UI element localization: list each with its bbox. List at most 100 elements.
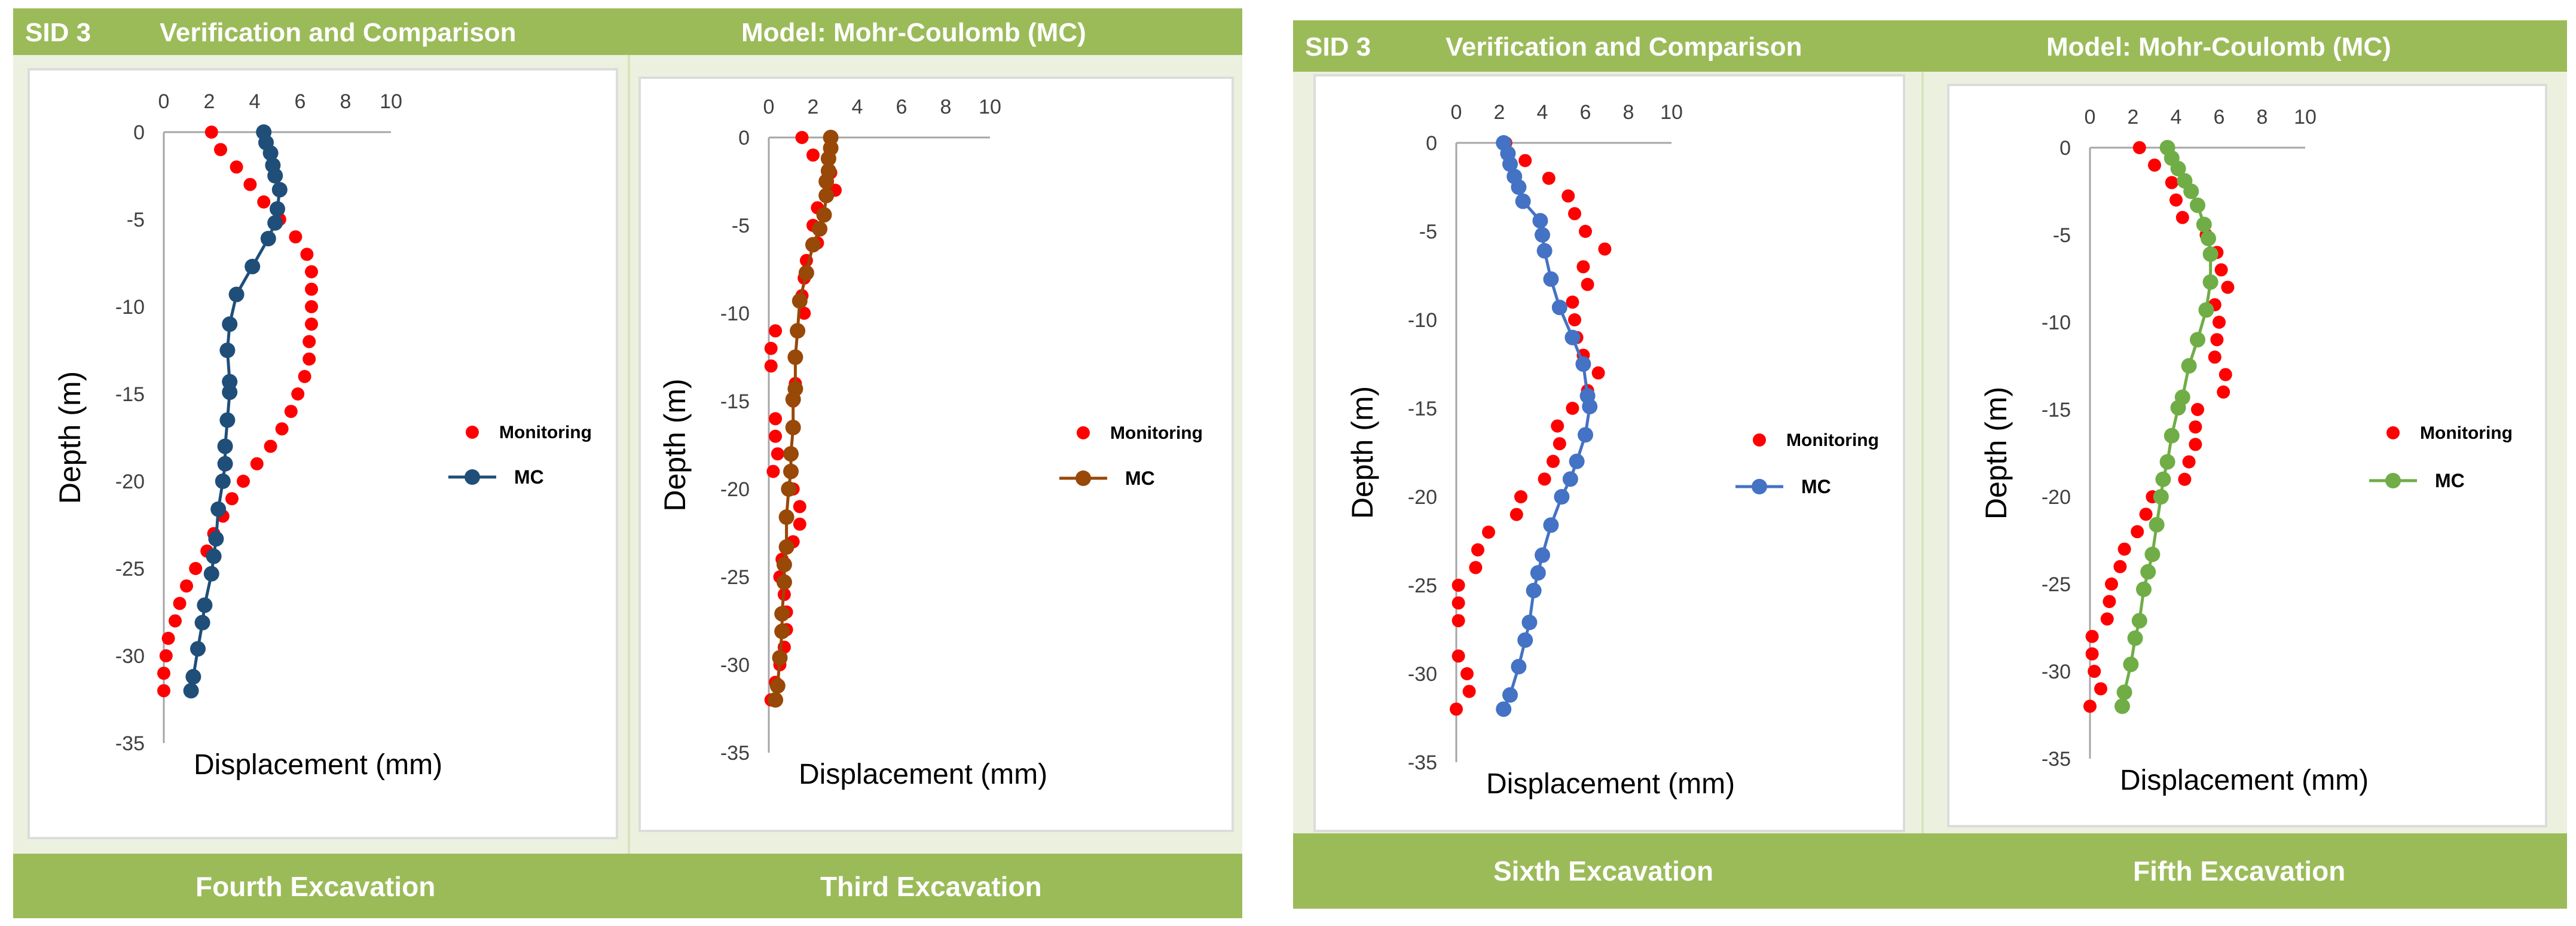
monitoring-point (305, 282, 318, 296)
monitoring-point (2221, 280, 2235, 294)
monitoring-point (2182, 455, 2196, 469)
mc-point (2131, 613, 2147, 629)
right-header-sid: SID 3 (1305, 32, 1371, 62)
monitoring-point (305, 265, 318, 279)
monitoring-point (257, 195, 271, 209)
monitoring-point (1547, 454, 1560, 468)
right-header-model: Model: Mohr-Coulomb (MC) (2046, 32, 2391, 62)
x-tick-label: 0 (158, 90, 170, 113)
footer-fourth-excavation: Fourth Excavation (195, 871, 436, 902)
x-axis-title: Displacement (mm) (2120, 765, 2369, 796)
mc-point (2127, 630, 2143, 646)
monitoring-point (769, 429, 783, 443)
mc-point (215, 473, 231, 489)
x-tick-label: 0 (763, 96, 775, 118)
monitoring-point (214, 143, 227, 157)
chart-third-excavation-box: 0 2 4 6 8 10 0 -5 -10 -15 -20 -25 -30 -35 Displacement… (638, 77, 1234, 832)
mc-point (2140, 564, 2156, 580)
mc-point (2202, 246, 2219, 262)
right-group-divider (1921, 72, 1924, 833)
monitoring-point (2139, 508, 2153, 521)
mc-point (2201, 230, 2216, 246)
x-tick-label: 0 (2085, 106, 2096, 129)
mc-point (222, 316, 238, 332)
monitoring-point (2175, 210, 2189, 224)
monitoring-point (795, 131, 809, 144)
mc-point (2190, 332, 2205, 348)
monitoring-point (291, 387, 305, 401)
mc-point (1564, 329, 1581, 346)
mc-point (2114, 698, 2130, 714)
monitoring-point (797, 307, 811, 320)
chart-sixth-excavation-box: 0 2 4 6 8 10 0 -5 -10 -15 -20 -25 -30 -35 Displacement… (1313, 74, 1905, 832)
mc-point (2198, 302, 2214, 318)
mc-point (769, 678, 786, 694)
x-tick-label: 10 (979, 96, 1001, 118)
y-axis-title: Depth (m) (53, 371, 87, 504)
mc-point (774, 624, 790, 640)
mc-point (2116, 684, 2132, 701)
footer-sixth-excavation: Sixth Excavation (1493, 855, 1714, 887)
mc-point (820, 151, 836, 167)
legend-mc-label: MC (1125, 467, 1155, 489)
monitoring-point (771, 447, 784, 461)
mc-point (262, 145, 279, 161)
y-axis-title: Depth (m) (1346, 386, 1379, 519)
monitoring-point (1452, 579, 1465, 592)
right-footer-bar: Sixth Excavation Fifth Excavation (1293, 833, 2567, 909)
legend-monitoring-label: Monitoring (1786, 430, 1879, 450)
mc-point (2155, 471, 2171, 487)
monitoring-point (769, 324, 783, 338)
mc-point (1554, 489, 1570, 505)
monitoring-point (1566, 295, 1579, 309)
monitoring-point (275, 422, 289, 436)
mc-point (210, 501, 227, 517)
mc-point (271, 182, 288, 198)
y-tick-label: -15 (720, 390, 750, 413)
monitoring-point (302, 352, 316, 366)
footer-third-excavation: Third Excavation (820, 871, 1042, 902)
chart-fifth-excavation-box: 0 2 4 6 8 10 0 -5 -10 -15 -20 -25 -30 -35 Displacement… (1947, 84, 2547, 827)
monitoring-point (2217, 385, 2230, 399)
monitoring-point (2131, 525, 2144, 539)
monitoring-point (264, 439, 277, 453)
footer-fifth-excavation: Fifth Excavation (2133, 855, 2346, 887)
mc-point (190, 641, 206, 657)
mc-point (222, 384, 238, 401)
mc-point (774, 606, 790, 622)
monitoring-point (793, 517, 806, 531)
x-tick-label: 6 (896, 96, 907, 118)
legend-mc-marker (2385, 473, 2401, 488)
monitoring-point (2094, 682, 2107, 696)
y-tick-label: -30 (720, 654, 750, 677)
mc-point (2164, 427, 2180, 444)
monitoring-point (1579, 225, 1592, 238)
monitoring-point (1452, 614, 1465, 628)
y-tick-label: -15 (2042, 399, 2071, 421)
monitoring-point (305, 317, 318, 331)
mc-point (1511, 179, 1527, 195)
mc-point (2190, 197, 2205, 213)
monitoring-point (769, 412, 783, 426)
mc-point (787, 349, 803, 365)
y-tick-label: -5 (732, 215, 750, 237)
chart-fourth-excavation: 0 2 4 6 8 10 0 -5 -10 -15 -20 -25 -30 -35 Displacement… (53, 90, 592, 781)
chart-fourth-excavation-box: 0 2 4 6 8 10 0 -5 -10 -15 -20 -25 -30 -35 Displacement… (27, 68, 618, 839)
monitoring-point (1460, 667, 1474, 680)
monitoring-point (2210, 333, 2224, 347)
legend-monitoring-marker (2386, 426, 2400, 439)
x-tick-label: 6 (1580, 101, 1591, 124)
mc-point (1543, 271, 1559, 287)
y-tick-label: -25 (1408, 574, 1437, 597)
monitoring-point (1551, 419, 1564, 433)
monitoring-point (250, 457, 264, 470)
y-tick-label: -10 (1408, 309, 1437, 332)
mc-point (798, 265, 814, 281)
mc-point (270, 201, 285, 217)
monitoring-point (1542, 172, 1556, 185)
mc-point (1517, 632, 1533, 648)
chart-third-excavation: 0 2 4 6 8 10 0 -5 -10 -15 -20 -25 -30 -35 Displacement… (658, 96, 1203, 790)
mc-point (805, 237, 821, 253)
mc-point (219, 343, 236, 358)
legend-mc-marker (1752, 479, 1767, 494)
